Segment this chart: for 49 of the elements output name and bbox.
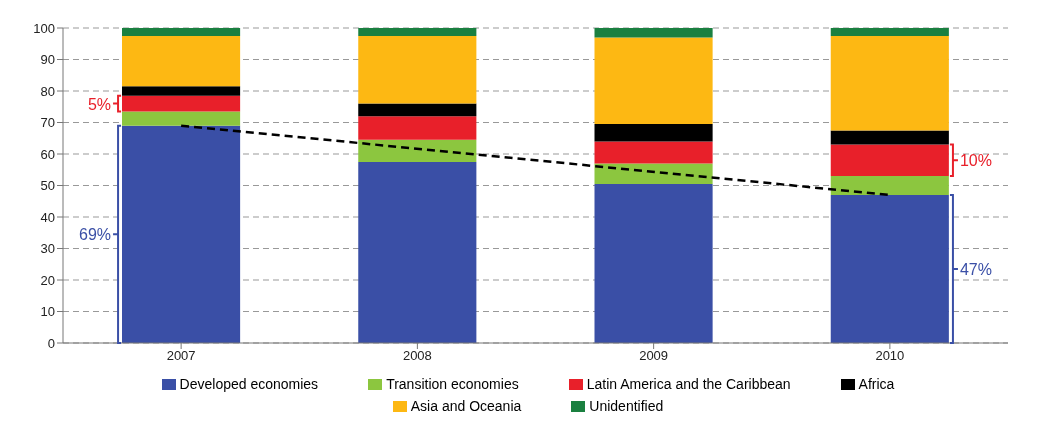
bar — [122, 28, 241, 36]
bar — [358, 161, 477, 343]
bar — [594, 37, 713, 125]
y-tick-label: 60 — [40, 146, 55, 162]
bar — [830, 130, 949, 145]
legend-label: Africa — [858, 376, 895, 392]
y-tick-label: 30 — [40, 241, 55, 257]
bar — [830, 35, 949, 131]
legend-label: Asia and Oceania — [410, 398, 522, 414]
y-tick-label: 20 — [40, 272, 55, 288]
y-tick-label: 100 — [33, 20, 55, 36]
data-label: 47% — [959, 260, 992, 278]
bar — [830, 144, 949, 177]
x-tick-label: 2009 — [639, 348, 669, 364]
data-label: 69% — [79, 226, 112, 244]
bar — [830, 28, 949, 36]
legend-label: Transition economies — [386, 376, 519, 392]
bar — [830, 176, 949, 195]
x-tick-label: 2007 — [166, 348, 196, 364]
bar — [358, 28, 477, 36]
bar — [830, 194, 949, 343]
y-tick-label: 0 — [47, 335, 55, 351]
bar — [122, 86, 241, 96]
bar — [358, 35, 477, 104]
bar — [594, 163, 713, 184]
data-label: 5% — [87, 95, 112, 113]
y-tick-label: 50 — [40, 178, 55, 194]
bar — [594, 124, 713, 142]
y-tick-label: 70 — [40, 115, 55, 131]
legend-label: Unidentified — [589, 398, 664, 414]
legend-label: Developed economies — [179, 376, 319, 392]
legend-label: Latin America and the Caribbean — [586, 376, 791, 392]
bar — [122, 95, 241, 112]
bar — [122, 125, 241, 343]
y-tick-label: 40 — [40, 209, 55, 225]
bar — [358, 139, 477, 162]
bar — [594, 183, 713, 343]
bar — [594, 28, 713, 38]
y-tick-label: 90 — [40, 52, 55, 68]
y-tick-label: 10 — [40, 304, 55, 320]
bar — [122, 111, 241, 126]
y-tick-label: 80 — [40, 83, 55, 99]
bar — [122, 35, 241, 87]
data-label: 10% — [959, 152, 992, 170]
bar — [358, 116, 477, 140]
bar — [358, 103, 477, 117]
bar — [594, 141, 713, 164]
x-tick-label: 2010 — [875, 348, 905, 364]
x-tick-label: 2008 — [402, 348, 432, 364]
